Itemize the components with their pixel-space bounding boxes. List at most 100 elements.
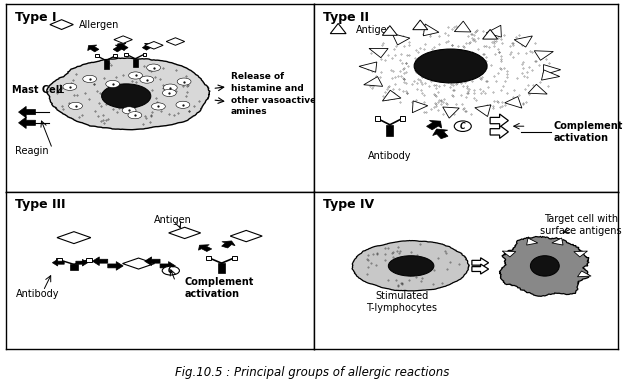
Polygon shape (427, 120, 442, 130)
Polygon shape (505, 97, 522, 108)
Polygon shape (383, 90, 401, 101)
Bar (375, 116, 380, 121)
Polygon shape (168, 227, 201, 239)
Ellipse shape (102, 84, 151, 108)
Bar (143, 52, 147, 55)
Text: Stimulated
T-lymphocytes: Stimulated T-lymphocytes (366, 291, 437, 313)
Polygon shape (392, 34, 410, 45)
Polygon shape (160, 262, 175, 270)
Bar (400, 116, 405, 121)
Ellipse shape (63, 83, 77, 90)
Polygon shape (490, 125, 509, 139)
Polygon shape (528, 84, 547, 94)
Polygon shape (50, 20, 73, 29)
Polygon shape (542, 70, 560, 80)
Ellipse shape (388, 256, 434, 276)
Polygon shape (423, 24, 439, 36)
Polygon shape (52, 259, 64, 266)
Ellipse shape (177, 78, 191, 85)
Polygon shape (514, 36, 532, 47)
Bar (104, 61, 109, 69)
Text: Type III: Type III (16, 198, 66, 211)
Polygon shape (527, 238, 538, 245)
Polygon shape (475, 105, 491, 116)
Bar (95, 54, 99, 57)
Polygon shape (142, 43, 154, 50)
Bar (386, 125, 393, 136)
Ellipse shape (129, 72, 142, 79)
Polygon shape (330, 23, 346, 34)
Polygon shape (577, 271, 591, 277)
Polygon shape (88, 45, 99, 52)
Ellipse shape (176, 101, 190, 108)
Polygon shape (145, 257, 160, 265)
Polygon shape (57, 232, 91, 244)
Polygon shape (432, 129, 448, 139)
Polygon shape (472, 264, 489, 274)
Polygon shape (198, 245, 212, 251)
Text: Complement
activation: Complement activation (554, 121, 623, 143)
Text: Allergen: Allergen (79, 19, 119, 29)
Text: Release of
histamine and
other vasoactive
amines: Release of histamine and other vasoactiv… (231, 72, 316, 116)
Text: Mast Cell: Mast Cell (12, 85, 63, 95)
Polygon shape (145, 42, 163, 49)
Polygon shape (222, 241, 235, 248)
Polygon shape (230, 230, 262, 242)
Ellipse shape (83, 75, 97, 83)
Text: Target cell with
surface antigens: Target cell with surface antigens (540, 214, 622, 236)
Polygon shape (113, 45, 124, 52)
Ellipse shape (147, 64, 160, 71)
Polygon shape (544, 65, 561, 75)
Polygon shape (574, 251, 587, 257)
Polygon shape (352, 241, 469, 291)
Text: Fig.10.5 : Principal groups of allergic reactions: Fig.10.5 : Principal groups of allergic … (175, 366, 449, 379)
Text: Antigen: Antigen (356, 25, 394, 35)
Text: Type II: Type II (323, 11, 369, 24)
Ellipse shape (128, 112, 142, 119)
Polygon shape (364, 76, 383, 87)
Polygon shape (443, 107, 459, 118)
Text: Type I: Type I (16, 11, 57, 24)
Polygon shape (534, 51, 553, 60)
Bar (86, 258, 92, 262)
Polygon shape (412, 101, 428, 113)
Bar (56, 258, 62, 262)
Polygon shape (499, 236, 589, 296)
Polygon shape (359, 62, 377, 72)
Ellipse shape (152, 103, 165, 110)
Polygon shape (19, 117, 36, 128)
Text: Antigen: Antigen (154, 215, 192, 225)
Text: Antibody: Antibody (16, 289, 59, 299)
Bar (207, 256, 212, 260)
Circle shape (162, 266, 180, 275)
Polygon shape (552, 238, 563, 245)
Ellipse shape (414, 49, 487, 83)
Polygon shape (502, 251, 516, 257)
Polygon shape (122, 258, 155, 269)
Polygon shape (383, 26, 397, 35)
Polygon shape (454, 21, 471, 32)
Text: C: C (460, 122, 466, 131)
Bar (232, 256, 237, 260)
Polygon shape (490, 114, 509, 127)
Polygon shape (108, 262, 123, 270)
Polygon shape (412, 20, 427, 29)
Polygon shape (19, 106, 36, 118)
Bar (114, 54, 117, 57)
Polygon shape (482, 29, 497, 39)
Bar (133, 59, 138, 67)
Polygon shape (92, 257, 108, 265)
Polygon shape (76, 259, 88, 266)
Polygon shape (114, 36, 132, 43)
Polygon shape (166, 38, 185, 45)
Ellipse shape (69, 102, 82, 109)
Ellipse shape (105, 80, 120, 88)
Text: Complement
activation: Complement activation (185, 277, 254, 299)
Text: C: C (168, 266, 173, 275)
Bar (70, 264, 78, 270)
Ellipse shape (140, 76, 154, 83)
Polygon shape (47, 58, 210, 130)
Polygon shape (117, 43, 128, 50)
Circle shape (454, 121, 471, 132)
Text: Type IV: Type IV (323, 198, 374, 211)
